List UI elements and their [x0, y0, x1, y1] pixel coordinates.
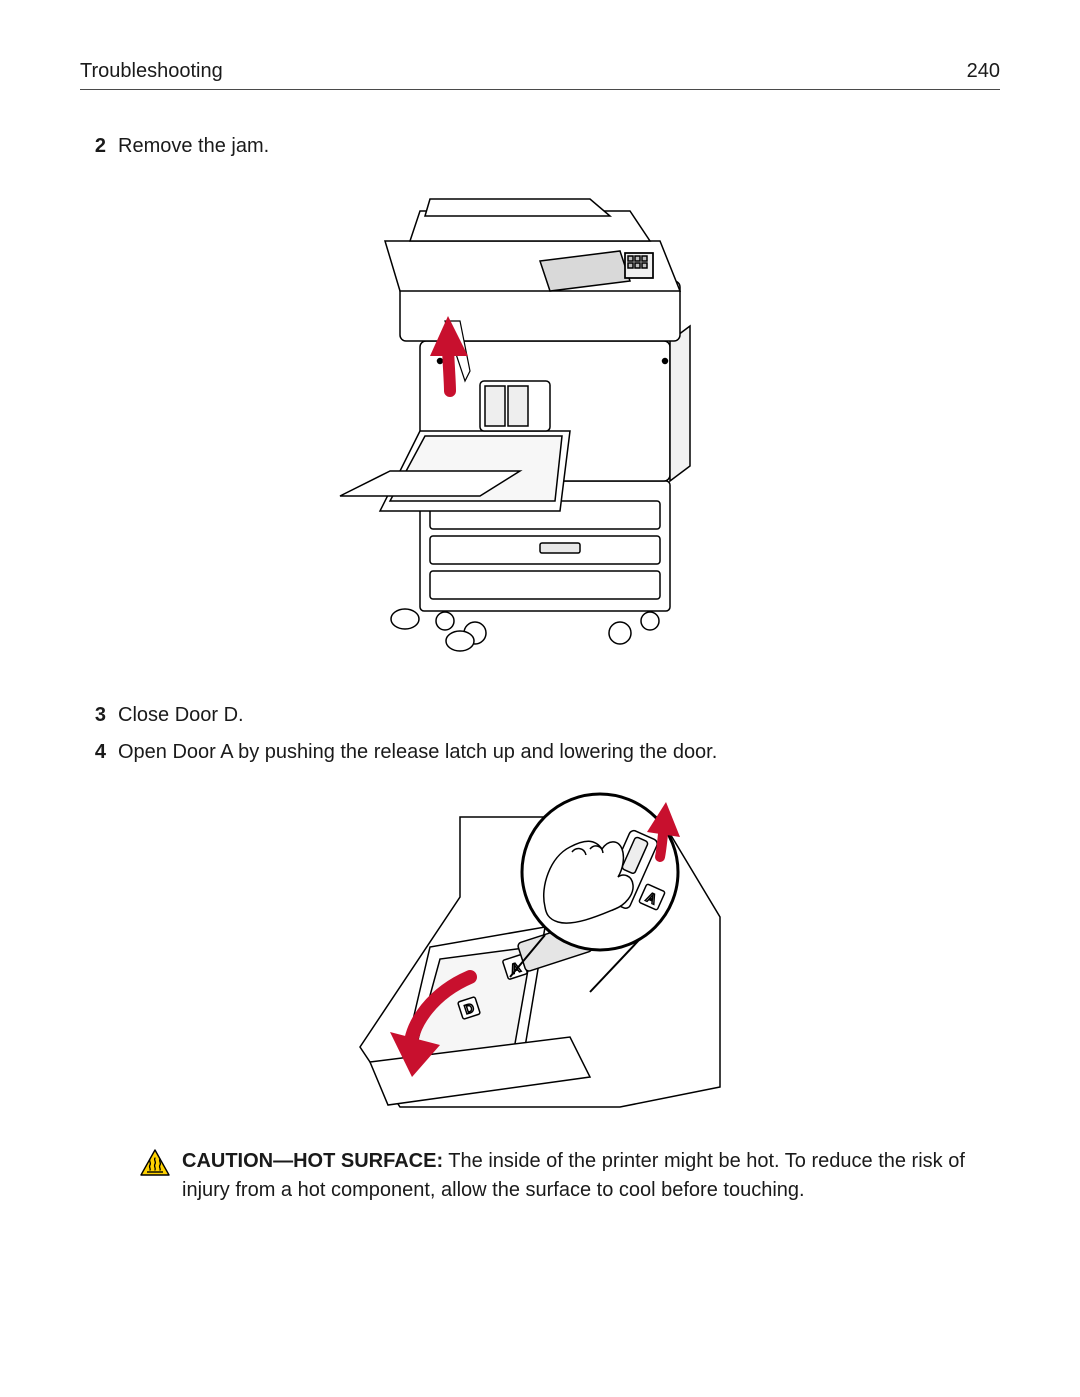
section-title: Troubleshooting: [80, 60, 223, 83]
figure-printer-jam: [80, 171, 1000, 671]
step-2: 2 Remove the jam.: [80, 132, 1000, 161]
step-text: Open Door A by pushing the release latch…: [118, 738, 717, 767]
step-4: 4 Open Door A by pushing the release lat…: [80, 738, 1000, 767]
step-text: Remove the jam.: [118, 132, 269, 161]
printer-illustration-svg: [330, 171, 750, 671]
warning-hot-surface-icon: [140, 1149, 170, 1186]
step-number: 3: [90, 701, 106, 730]
step-3: 3 Close Door D.: [80, 701, 1000, 730]
page-number: 240: [967, 60, 1000, 83]
step-number: 4: [90, 738, 106, 767]
caution-text: CAUTION—HOT SURFACE: The inside of the p…: [182, 1147, 1000, 1205]
caution-hot-surface: CAUTION—HOT SURFACE: The inside of the p…: [80, 1147, 1000, 1205]
figure-door-latch: A D: [80, 777, 1000, 1117]
step-text: Close Door D.: [118, 701, 244, 730]
step-number: 2: [90, 132, 106, 161]
latch-illustration-svg: A D: [340, 777, 740, 1117]
page-header: Troubleshooting 240: [80, 60, 1000, 90]
caution-heading: CAUTION—HOT SURFACE:: [182, 1150, 443, 1172]
